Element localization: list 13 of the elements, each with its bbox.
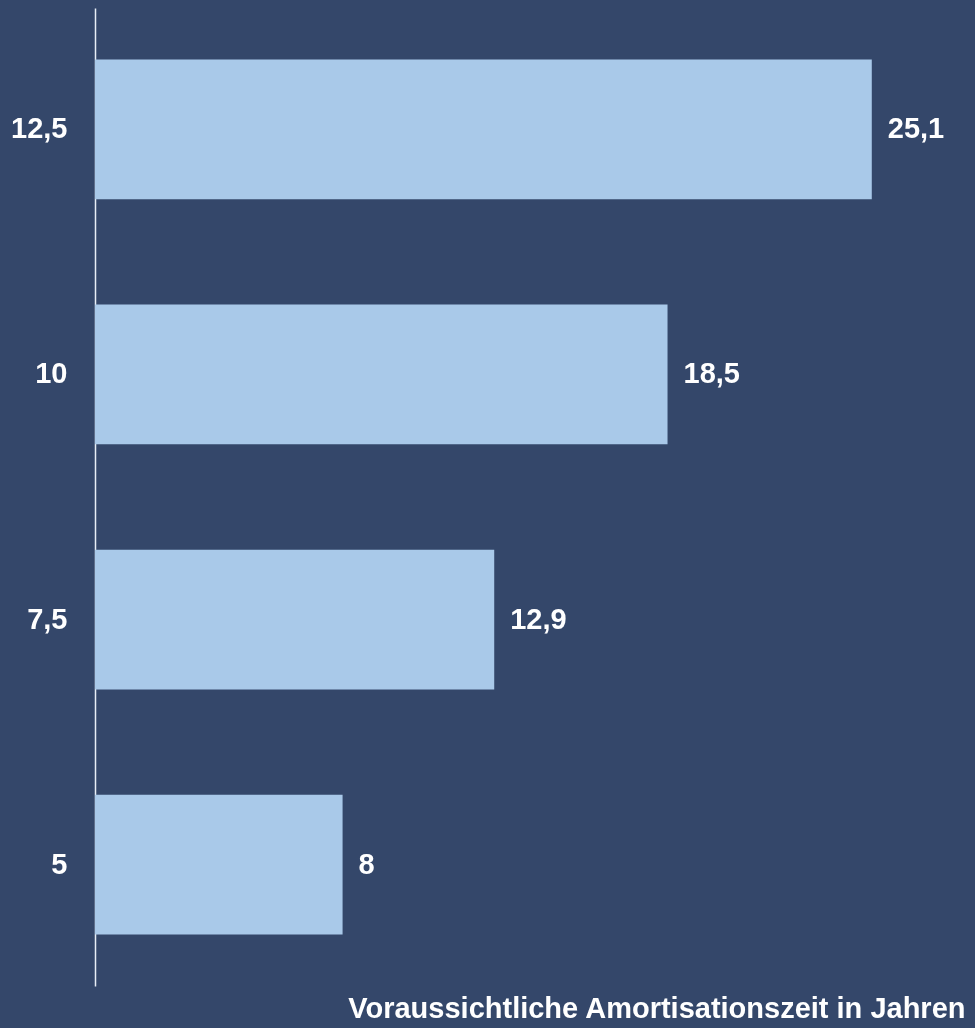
bar xyxy=(95,304,668,445)
y-tick-label: 7,5 xyxy=(27,602,68,635)
y-tick-label: 10 xyxy=(35,357,68,390)
data-label: 8 xyxy=(358,847,375,880)
bar xyxy=(95,59,872,200)
bar xyxy=(95,794,343,935)
y-tick-label: 5 xyxy=(51,847,68,880)
y-tick-label: 12,5 xyxy=(11,112,68,145)
data-label: 12,9 xyxy=(510,602,567,635)
bar xyxy=(95,549,495,690)
x-axis-title: Voraussichtliche Amortisationszeit in Jahren xyxy=(348,991,966,1024)
data-label: 25,1 xyxy=(887,112,945,145)
data-label: 18,5 xyxy=(683,357,740,390)
